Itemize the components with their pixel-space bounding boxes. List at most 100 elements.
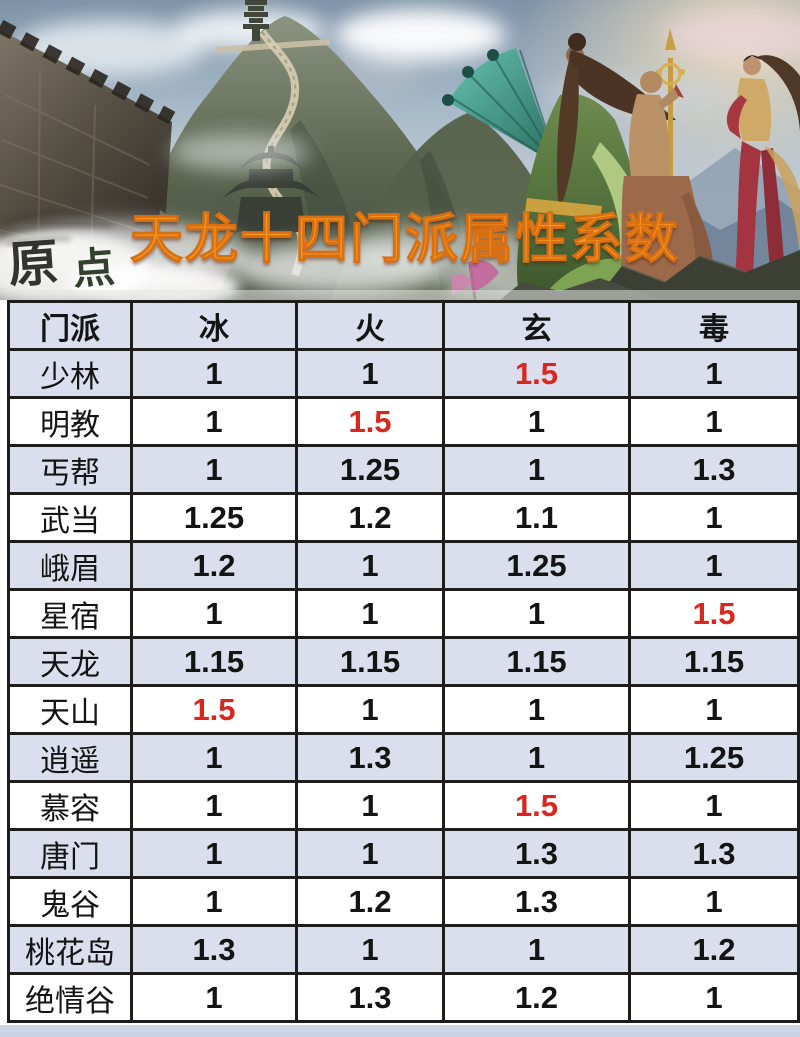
sect-name-cell: 桃花岛	[7, 924, 133, 975]
value-cell-ice: 1.2	[130, 540, 298, 591]
value-cell-fire: 1.3	[295, 732, 445, 783]
value-cell-mystic: 1.5	[442, 348, 631, 399]
golden-staff	[656, 28, 685, 236]
value-cell-mystic: 1	[442, 588, 631, 639]
value-cell-poison: 1	[628, 684, 800, 735]
value-cell-poison: 1.15	[628, 636, 800, 687]
value-cell-fire: 1	[295, 780, 445, 831]
sect-name-cell: 丐帮	[7, 444, 133, 495]
sect-name-cell: 慕容	[7, 780, 133, 831]
value-cell-fire: 1	[295, 684, 445, 735]
column-header-sect: 门派	[7, 300, 133, 351]
sect-name-cell: 绝情谷	[7, 972, 133, 1023]
value-cell-ice: 1	[130, 396, 298, 447]
value-cell-mystic: 1	[442, 396, 631, 447]
sect-name-cell: 少林	[7, 348, 133, 399]
watermark-char-2: 点	[70, 242, 117, 295]
sect-name-cell: 逍遥	[7, 732, 133, 783]
value-cell-poison: 1.3	[628, 828, 800, 879]
value-cell-ice: 1.25	[130, 492, 298, 543]
value-cell-ice: 1.3	[130, 924, 298, 975]
table-row: 峨眉 1.2 1 1.25 1	[7, 540, 800, 591]
table-row: 明教 1 1.5 1 1	[7, 396, 800, 447]
table-header-row: 门派 冰 火 玄 毒	[7, 300, 800, 351]
table-row: 鬼谷 1 1.2 1.3 1	[7, 876, 800, 927]
value-cell-poison: 1.2	[628, 924, 800, 975]
table-row: 星宿 1 1 1 1.5	[7, 588, 800, 639]
sect-name-cell: 鬼谷	[7, 876, 133, 927]
table-row: 少林 1 1 1.5 1	[7, 348, 800, 399]
value-cell-fire: 1	[295, 828, 445, 879]
value-cell-fire: 1.5	[295, 396, 445, 447]
value-cell-ice: 1.15	[130, 636, 298, 687]
value-cell-fire: 1	[295, 924, 445, 975]
table-row: 唐门 1 1 1.3 1.3	[7, 828, 800, 879]
table-row: 桃花岛 1.3 1 1 1.2	[7, 924, 800, 975]
table-row: 天龙 1.15 1.15 1.15 1.15	[7, 636, 800, 687]
value-cell-mystic: 1.5	[442, 780, 631, 831]
value-cell-mystic: 1.15	[442, 636, 631, 687]
value-cell-mystic: 1	[442, 684, 631, 735]
value-cell-ice: 1	[130, 972, 298, 1023]
value-cell-mystic: 1.2	[442, 972, 631, 1023]
value-cell-poison: 1	[628, 348, 800, 399]
table-row: 慕容 1 1 1.5 1	[7, 780, 800, 831]
value-cell-ice: 1	[130, 828, 298, 879]
value-cell-fire: 1.25	[295, 444, 445, 495]
value-cell-fire: 1.2	[295, 492, 445, 543]
bottom-strip	[0, 1025, 800, 1037]
table-row: 丐帮 1 1.25 1 1.3	[7, 444, 800, 495]
value-cell-poison: 1.5	[628, 588, 800, 639]
value-cell-poison: 1	[628, 780, 800, 831]
value-cell-ice: 1	[130, 732, 298, 783]
sect-name-cell: 星宿	[7, 588, 133, 639]
value-cell-ice: 1	[130, 876, 298, 927]
value-cell-poison: 1	[628, 492, 800, 543]
value-cell-fire: 1	[295, 588, 445, 639]
sect-name-cell: 唐门	[7, 828, 133, 879]
sect-name-cell: 天山	[7, 684, 133, 735]
value-cell-poison: 1	[628, 876, 800, 927]
value-cell-mystic: 1	[442, 924, 631, 975]
sect-name-cell: 天龙	[7, 636, 133, 687]
value-cell-poison: 1	[628, 972, 800, 1023]
value-cell-fire: 1.15	[295, 636, 445, 687]
table-row: 逍遥 1 1.3 1 1.25	[7, 732, 800, 783]
hero-artwork: 原点 天龙十四门派属性系数	[0, 0, 800, 300]
value-cell-poison: 1	[628, 540, 800, 591]
artwork-scene	[0, 0, 800, 300]
value-cell-fire: 1	[295, 540, 445, 591]
value-cell-ice: 1	[130, 444, 298, 495]
page-title: 天龙十四门派属性系数	[130, 210, 680, 269]
value-cell-poison: 1.3	[628, 444, 800, 495]
value-cell-fire: 1.3	[295, 972, 445, 1023]
monk	[617, 28, 715, 300]
column-header-fire: 火	[295, 300, 445, 351]
value-cell-ice: 1	[130, 588, 298, 639]
sect-name-cell: 峨眉	[7, 540, 133, 591]
value-cell-poison: 1.25	[628, 732, 800, 783]
cloud	[15, 20, 205, 76]
value-cell-mystic: 1	[442, 444, 631, 495]
table-row: 武当 1.25 1.2 1.1 1	[7, 492, 800, 543]
table-row: 天山 1.5 1 1 1	[7, 684, 800, 735]
value-cell-ice: 1	[130, 348, 298, 399]
value-cell-poison: 1	[628, 396, 800, 447]
pagoda	[243, 0, 269, 41]
value-cell-mystic: 1.25	[442, 540, 631, 591]
table-row: 绝情谷 1 1.3 1.2 1	[7, 972, 800, 1023]
attribute-coefficient-table: 门派 冰 火 玄 毒 少林 1 1 1.5 1 明教 1 1.5 1 1 丐帮 …	[7, 300, 800, 1023]
value-cell-mystic: 1.1	[442, 492, 631, 543]
column-header-poison: 毒	[628, 300, 800, 351]
watermark: 原点	[5, 218, 116, 300]
column-header-ice: 冰	[130, 300, 298, 351]
value-cell-mystic: 1.3	[442, 828, 631, 879]
watermark-char-1: 原	[6, 232, 61, 295]
value-cell-fire: 1.2	[295, 876, 445, 927]
bottom-fog	[0, 290, 800, 300]
value-cell-ice: 1.5	[130, 684, 298, 735]
value-cell-ice: 1	[130, 780, 298, 831]
sect-name-cell: 武当	[7, 492, 133, 543]
value-cell-mystic: 1.3	[442, 876, 631, 927]
